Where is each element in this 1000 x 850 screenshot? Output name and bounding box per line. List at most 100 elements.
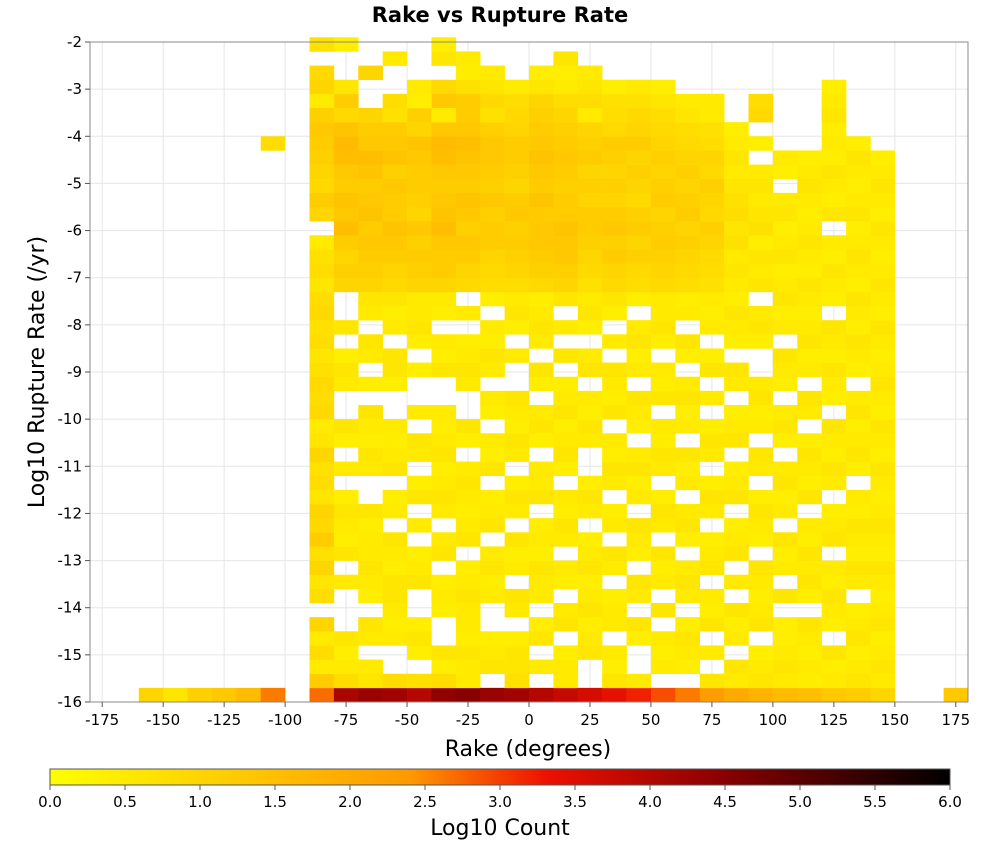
heatmap-cell	[675, 221, 701, 236]
heatmap-cell	[846, 221, 871, 236]
heatmap-cell	[797, 291, 822, 307]
heatmap-cell	[650, 546, 676, 561]
heatmap-cell	[333, 461, 359, 477]
heatmap-cell	[431, 51, 457, 66]
heatmap-cell	[650, 603, 676, 618]
heatmap-cell	[309, 518, 335, 533]
heatmap-cell	[455, 673, 481, 689]
heatmap-cell	[870, 546, 896, 561]
heatmap-cell	[699, 419, 725, 434]
heatmap-cell	[675, 249, 701, 264]
y-tick-label: -14	[58, 599, 83, 617]
heatmap-cell	[772, 320, 798, 335]
heatmap-cell	[577, 221, 603, 236]
y-tick-label: -10	[58, 410, 83, 428]
heatmap-cell	[211, 687, 237, 703]
heatmap-cell	[577, 405, 603, 420]
heatmap-cell	[577, 192, 603, 208]
heatmap-cell	[431, 108, 457, 123]
heatmap-cell	[675, 291, 701, 307]
colorbar-tick-label: 0.0	[38, 793, 62, 811]
heatmap-cell	[626, 461, 652, 477]
heatmap-cell	[724, 122, 749, 137]
heatmap-cell	[846, 574, 871, 590]
heatmap-cell	[431, 574, 457, 590]
heatmap-cell	[382, 362, 408, 378]
heatmap-cell	[772, 489, 798, 505]
heatmap-cell	[455, 419, 481, 434]
heatmap-cell	[797, 588, 822, 604]
heatmap-cell	[846, 617, 871, 632]
heatmap-cell	[504, 122, 530, 137]
heatmap-cell	[577, 235, 603, 250]
heatmap-cell	[382, 93, 408, 109]
heatmap-cell	[236, 687, 262, 703]
heatmap-cell	[870, 489, 896, 505]
heatmap-cell	[431, 207, 457, 222]
heatmap-cell	[187, 687, 213, 703]
heatmap-cell	[309, 348, 335, 363]
heatmap-cell	[626, 574, 652, 590]
heatmap-cell	[748, 574, 774, 590]
heatmap-cell	[846, 645, 871, 660]
heatmap-cell	[529, 150, 554, 165]
heatmap-cell	[699, 588, 725, 604]
heatmap-cell	[504, 320, 530, 335]
heatmap-cell	[382, 603, 408, 618]
heatmap-cell	[407, 93, 432, 109]
heatmap-cell	[455, 475, 481, 491]
heatmap-cell	[870, 532, 896, 547]
heatmap-cell	[553, 235, 579, 250]
heatmap-cell	[650, 108, 676, 123]
x-tick-label: 100	[759, 711, 788, 729]
y-tick-label: -7	[67, 269, 82, 287]
heatmap-cell	[309, 334, 335, 349]
heatmap-cell	[382, 348, 408, 363]
heatmap-cell	[797, 489, 822, 505]
heatmap-cell	[846, 178, 871, 194]
heatmap-cell	[455, 249, 481, 264]
heatmap-cell	[821, 249, 847, 264]
heatmap-cell	[650, 235, 676, 250]
heatmap-cell	[480, 546, 505, 561]
chart-title: Rake vs Rupture Rate	[372, 3, 628, 27]
heatmap-cell	[309, 574, 335, 590]
heatmap-cell	[382, 178, 408, 194]
heatmap-cell	[699, 192, 725, 208]
heatmap-cell	[748, 603, 774, 618]
heatmap-cell	[870, 574, 896, 590]
heatmap-cell	[529, 178, 554, 194]
heatmap-cell	[772, 687, 798, 703]
heatmap-cell	[821, 532, 847, 547]
heatmap-cell	[309, 504, 335, 519]
heatmap-cell	[772, 504, 798, 519]
heatmap-cell	[724, 277, 749, 293]
heatmap-cell	[675, 574, 701, 590]
heatmap-cell	[553, 164, 579, 180]
heatmap-cell	[407, 221, 432, 236]
heatmap-cell	[455, 79, 481, 95]
heatmap-cell	[504, 419, 530, 434]
heatmap-cell	[529, 65, 554, 81]
heatmap-cell	[358, 108, 383, 123]
heatmap-cell	[650, 362, 676, 378]
heatmap-cell	[504, 178, 530, 194]
heatmap-cell	[821, 447, 847, 462]
heatmap-cell	[699, 306, 725, 321]
heatmap-cell	[358, 659, 383, 675]
x-tick-label: 125	[820, 711, 849, 729]
heatmap-cell	[821, 376, 847, 392]
heatmap-cell	[748, 405, 774, 420]
heatmap-cell	[455, 518, 481, 533]
heatmap-cell	[602, 362, 627, 378]
heatmap-cell	[431, 150, 457, 165]
heatmap-cell	[675, 348, 701, 363]
heatmap-cell	[455, 348, 481, 363]
heatmap-cell	[553, 178, 579, 194]
heatmap-cell	[504, 447, 530, 462]
heatmap-cell	[724, 362, 749, 378]
heatmap-cell	[333, 659, 359, 675]
heatmap-cell	[553, 390, 579, 406]
heatmap-cell	[333, 235, 359, 250]
heatmap-cell	[333, 164, 359, 180]
